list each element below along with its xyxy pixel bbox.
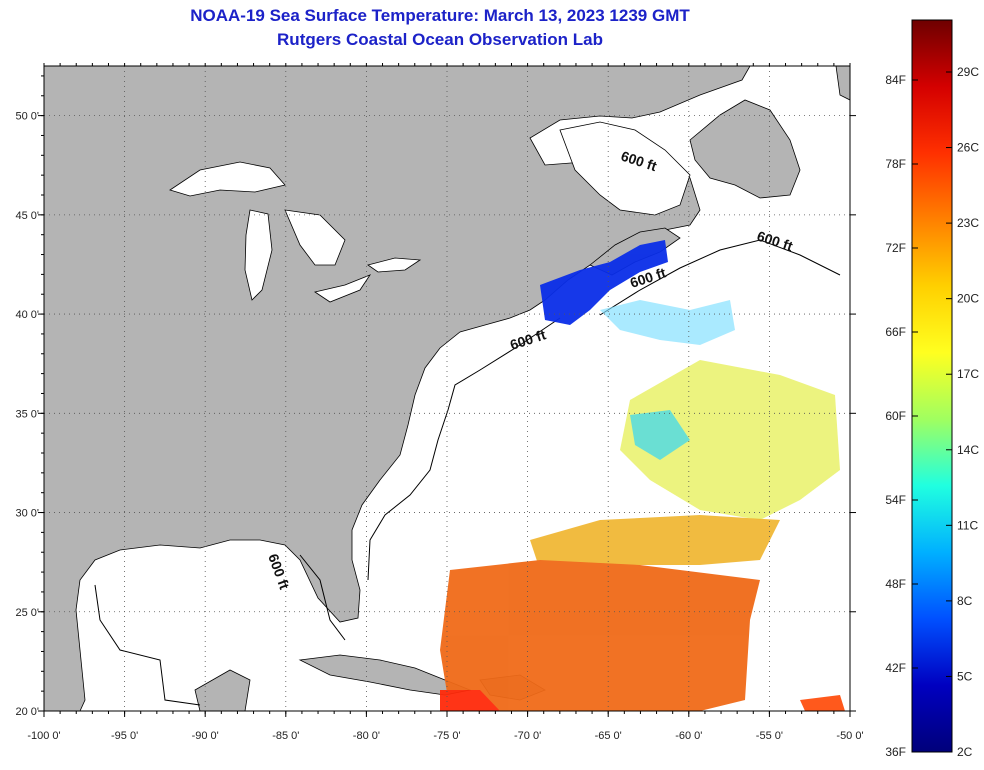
- lake-superior: [169, 161, 286, 197]
- y-tick-label: 50 0': [15, 111, 39, 123]
- x-tick-label: -85 0': [272, 730, 299, 742]
- lake-michigan: [244, 209, 273, 301]
- x-tick-label: -60 0': [675, 730, 702, 742]
- x-tick-label: -80 0': [353, 730, 380, 742]
- x-tick-label: -70 0': [514, 730, 541, 742]
- sst-patch-hot: [440, 690, 500, 711]
- colorbar-c-label: 2C: [957, 745, 973, 759]
- y-tick-label: 35 0': [15, 408, 39, 420]
- y-axis: 20 0' 25 0' 30 0' 35 0' 40 0' 45 0' 50 0': [15, 75, 856, 718]
- sst-patch-midlatitude: [620, 360, 840, 520]
- sst-patch-subtropic-band: [530, 515, 780, 570]
- colorbar-f-label: 48F: [885, 577, 906, 591]
- x-tick-label: -100 0': [27, 730, 60, 742]
- x-tick-label: -50 0': [836, 730, 863, 742]
- map-content: 600 ft 600 ft 600 ft 600 ft 600 ft: [44, 66, 850, 711]
- y-tick-label: 40 0': [15, 309, 39, 321]
- colorbar-celsius-labels: 29C 26C 23C 20C 17C 14C 11C 8C 5C 2C: [946, 65, 979, 759]
- y-tick-label: 20 0': [15, 706, 39, 718]
- colorbar-c-label: 26C: [957, 141, 979, 155]
- x-tick-label: -65 0': [595, 730, 622, 742]
- title-line-2: Rutgers Coastal Ocean Observation Lab: [277, 30, 603, 49]
- colorbar-f-label: 84F: [885, 73, 906, 87]
- x-tick-label: -95 0': [111, 730, 138, 742]
- contour-600ft-atlantic: [367, 317, 561, 581]
- y-tick-label: 30 0': [15, 508, 39, 520]
- y-tick-label: 45 0': [15, 210, 39, 222]
- x-axis: -100 0' -95 0' -90 0' -85 0' -80 0' -75 0' -70…: [27, 63, 864, 742]
- colorbar-f-label: 60F: [885, 409, 906, 423]
- lake-ontario: [367, 257, 422, 273]
- land-labrador-edge: [835, 66, 850, 101]
- x-tick-label: -90 0': [192, 730, 219, 742]
- sst-data: [440, 240, 845, 711]
- colorbar-c-label: 14C: [957, 443, 979, 457]
- sst-patch-cyan: [630, 410, 690, 460]
- colorbar-f-label: 78F: [885, 157, 906, 171]
- colorbar-f-label: 42F: [885, 661, 906, 675]
- colorbar-c-label: 29C: [957, 65, 979, 79]
- colorbar-f-label: 36F: [885, 745, 906, 759]
- x-tick-label: -55 0': [756, 730, 783, 742]
- colorbar-c-label: 23C: [957, 216, 979, 230]
- sst-patch-east-edge: [800, 695, 845, 711]
- land-north-america: [44, 66, 751, 711]
- contour-600ft-shelf: [599, 239, 841, 316]
- contour-600ft-gulf: [94, 554, 346, 706]
- sst-patch-warm: [440, 560, 760, 711]
- lake-erie: [314, 274, 372, 303]
- colorbar-c-label: 5C: [957, 669, 973, 683]
- y-tick-label: 25 0': [15, 607, 39, 619]
- colorbar-fahrenheit-labels: 84F 78F 72F 66F 60F 54F 48F 42F 36F: [885, 73, 918, 759]
- colorbar-c-label: 8C: [957, 594, 973, 608]
- sst-patch-shelf-cool: [600, 300, 735, 345]
- colorbar-f-label: 54F: [885, 493, 906, 507]
- colorbar: [911, 19, 953, 753]
- land-yucatan: [194, 669, 251, 711]
- x-tick-label: -75 0': [433, 730, 460, 742]
- colorbar-c-label: 11C: [957, 518, 978, 532]
- land-newfoundland: [689, 99, 801, 199]
- gulf-st-lawrence: [559, 121, 691, 216]
- colorbar-c-label: 20C: [957, 292, 979, 306]
- title-line-1: NOAA-19 Sea Surface Temperature: March 1…: [190, 6, 690, 25]
- colorbar-f-label: 66F: [885, 325, 906, 339]
- sst-patch-gulf-of-maine: [540, 240, 668, 325]
- colorbar-c-label: 17C: [957, 367, 979, 381]
- colorbar-f-label: 72F: [885, 241, 906, 255]
